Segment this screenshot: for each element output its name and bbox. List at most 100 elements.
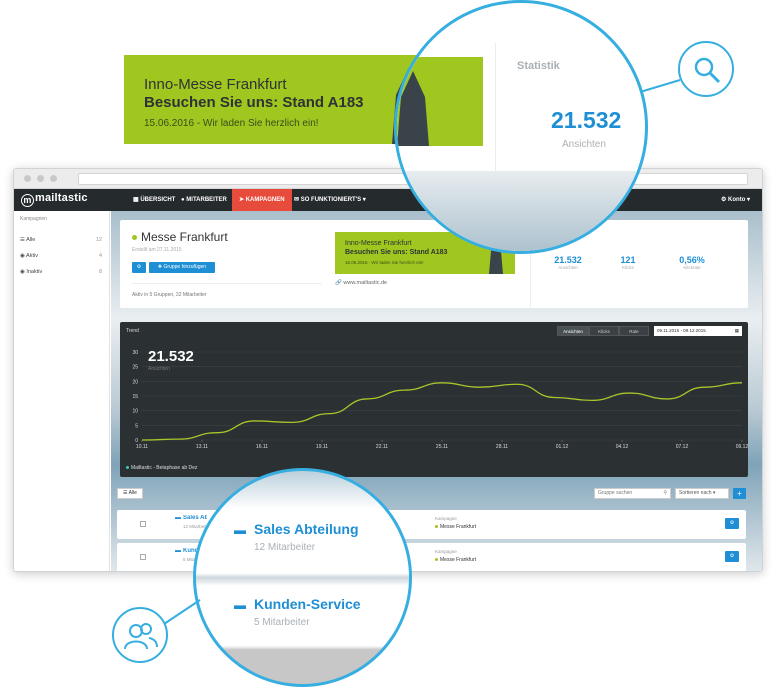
messeturm-icon	[397, 71, 429, 146]
group-members: 12 Mitarbeiter	[183, 524, 207, 529]
sidebar-item-label: Inaktiv	[26, 269, 43, 275]
legend-label: Mailtastic - Betaphase ab Dez	[131, 465, 198, 471]
stats-value: 21.532	[551, 107, 622, 133]
x-tick-label: 19.11	[316, 444, 328, 450]
logo-m-icon: m	[21, 194, 34, 207]
x-tick-label: 04.12	[616, 444, 629, 450]
sidebar-item-label: Alle	[26, 237, 36, 243]
app-logo[interactable]: m mailtastic	[21, 192, 88, 207]
x-tick-label: 25.11	[436, 444, 448, 450]
nav-so-funktionierts[interactable]: ✉ SO FUNKTIONIERT'S ▾	[294, 197, 366, 203]
sidebar-item-inaktiv[interactable]: ◉ Inaktiv 8	[20, 269, 102, 275]
sidebar-item-count: 8	[98, 269, 102, 275]
trend-big-value: 21.532	[148, 348, 194, 365]
browser-window: m mailtastic ▦ ÜBERSICHT ● MITARBEITER ➤ …	[13, 168, 763, 572]
users-icon-circle	[112, 607, 168, 663]
search-icon-circle	[678, 41, 734, 97]
campaign-created: Erstellt am 27.11.2015	[132, 247, 182, 253]
magnifier-divider	[495, 43, 496, 183]
group-name[interactable]: Sales Abteilung	[183, 515, 207, 521]
nav-label: MITARBEITER	[186, 197, 227, 203]
sort-dropdown[interactable]: Sortieren nach ▾	[675, 488, 729, 499]
add-group-button[interactable]: ✚ Gruppe hinzufügen	[149, 262, 215, 273]
add-button[interactable]: +	[733, 488, 746, 499]
add-group-label: Gruppe hinzufügen	[163, 264, 207, 270]
x-tick-label: 22.11	[376, 444, 388, 450]
x-tick-label: 07.12	[676, 444, 689, 450]
sidebar-item-count: 12	[95, 237, 102, 243]
trend-big-label: Ansichten	[148, 366, 170, 372]
trend-chart: 0 5 10 15 20 25 30 10.11 13.11 16.11 19.11 22.11 25.…	[132, 350, 748, 450]
banner-preview-line3: 15.06.2016 - Wir laden Sie herzlich ein!	[345, 260, 424, 265]
stat-label: Ansichten	[558, 265, 578, 270]
account-menu[interactable]: ⚙ Konto ▾	[721, 197, 751, 203]
campaign-title: Messe Frankfurt	[141, 230, 228, 244]
tab-ansichten[interactable]: Ansichten	[557, 326, 589, 336]
logo-text: mailtastic	[35, 192, 88, 204]
banner-line2: Besuchen Sie uns: Stand A183	[144, 94, 364, 111]
trend-panel: Trend Ansichten Klicks Rate 09.11.2015 -…	[120, 322, 748, 477]
campaign-tag: Messe Frankfurt	[435, 524, 476, 530]
date-range-picker[interactable]: 09.11.2015 - 09.12.2015 ▦	[654, 326, 742, 336]
groups-magnifier: ▬ Sales Abteilung 12 Mitarbeiter ▬ Kunde…	[193, 468, 412, 687]
stat-clicks: 121 Klicks	[608, 255, 648, 270]
zoom-group-name: Kunden-Service	[254, 596, 361, 612]
trend-title: Trend	[126, 328, 139, 334]
filter-all-button[interactable]: ☰ Alle	[117, 488, 143, 499]
group-name[interactable]: Kunden-Service	[183, 548, 197, 554]
card-divider-vertical	[530, 220, 531, 308]
nav-label: ÜBERSICHT	[140, 197, 176, 203]
sidebar-item-count: 4	[98, 253, 102, 259]
banner-line3: 15.06.2016 - Wir laden Sie herzlich ein!	[144, 118, 319, 129]
search-icon	[694, 57, 721, 84]
banner-preview-line2: Besuchen Sie uns: Stand A183	[345, 249, 448, 256]
window-close-dot[interactable]	[24, 175, 31, 182]
stat-value: 21.532	[554, 255, 582, 265]
y-tick-label: 0	[135, 438, 138, 444]
group-search-input[interactable]: Gruppe suchen ⚲	[594, 488, 671, 499]
folder-icon: ▬	[234, 523, 246, 537]
row-settings-button[interactable]: ⚙	[725, 518, 739, 529]
main-content: Messe Frankfurt Erstellt am 27.11.2015 ⚙…	[111, 211, 762, 571]
sidebar-item-aktiv[interactable]: ◉ Aktiv 4	[20, 253, 102, 259]
stat-clickrate: 0,56% Klickrate	[672, 255, 712, 270]
x-tick-label: 09.12	[736, 444, 748, 450]
x-tick-label: 01.12	[556, 444, 569, 450]
banner-line1: Inno-Messe Frankfurt	[144, 76, 287, 93]
banner-link[interactable]: 🔗 www.mailtastic.de	[335, 280, 388, 286]
row-checkbox[interactable]	[140, 521, 146, 527]
x-tick-label: 10.11	[136, 444, 148, 450]
campaign-tag: Messe Frankfurt	[435, 557, 476, 563]
active-status-dot	[132, 235, 137, 240]
sidebar-heading: Kampagnen	[20, 216, 47, 222]
calendar-icon: ▦	[734, 328, 739, 333]
window-maximize-dot[interactable]	[50, 175, 57, 182]
row-settings-button[interactable]: ⚙	[725, 551, 739, 562]
filter-label: Alle	[128, 490, 137, 496]
sidebar-item-alle[interactable]: ☰ Alle 12	[20, 237, 102, 243]
group-members: 5 Mitarbeiter	[183, 557, 197, 562]
zoom-group-members: 12 Mitarbeiter	[254, 542, 316, 553]
row-checkbox[interactable]	[140, 554, 146, 560]
stat-views: 21.532 Ansichten	[548, 255, 588, 270]
nav-kampagnen[interactable]: ➤ KAMPAGNEN	[232, 189, 292, 211]
nav-mitarbeiter[interactable]: ● MITARBEITER	[181, 197, 227, 203]
campaign-settings-button[interactable]: ⚙	[132, 262, 146, 273]
x-tick-label: 16.11	[256, 444, 268, 450]
tab-klicks[interactable]: Klicks	[589, 326, 619, 336]
tab-rate[interactable]: Rate	[619, 326, 649, 336]
search-placeholder: Gruppe suchen	[598, 490, 633, 496]
nav-uebersicht[interactable]: ▦ ÜBERSICHT	[133, 197, 176, 203]
magnifier-bottom-strip	[397, 171, 645, 251]
divider	[132, 283, 322, 284]
stats-magnifier: Statistik 21.532 Ansichten	[394, 0, 648, 254]
stat-label: Klickrate	[683, 265, 701, 270]
stat-value: 121	[620, 255, 636, 265]
y-tick-label: 20	[132, 379, 138, 385]
stats-heading: Statistik	[517, 60, 560, 72]
zoom-group-members: 5 Mitarbeiter	[254, 617, 310, 628]
window-minimize-dot[interactable]	[37, 175, 44, 182]
y-tick-label: 5	[135, 423, 138, 429]
y-tick-label: 25	[132, 365, 138, 371]
